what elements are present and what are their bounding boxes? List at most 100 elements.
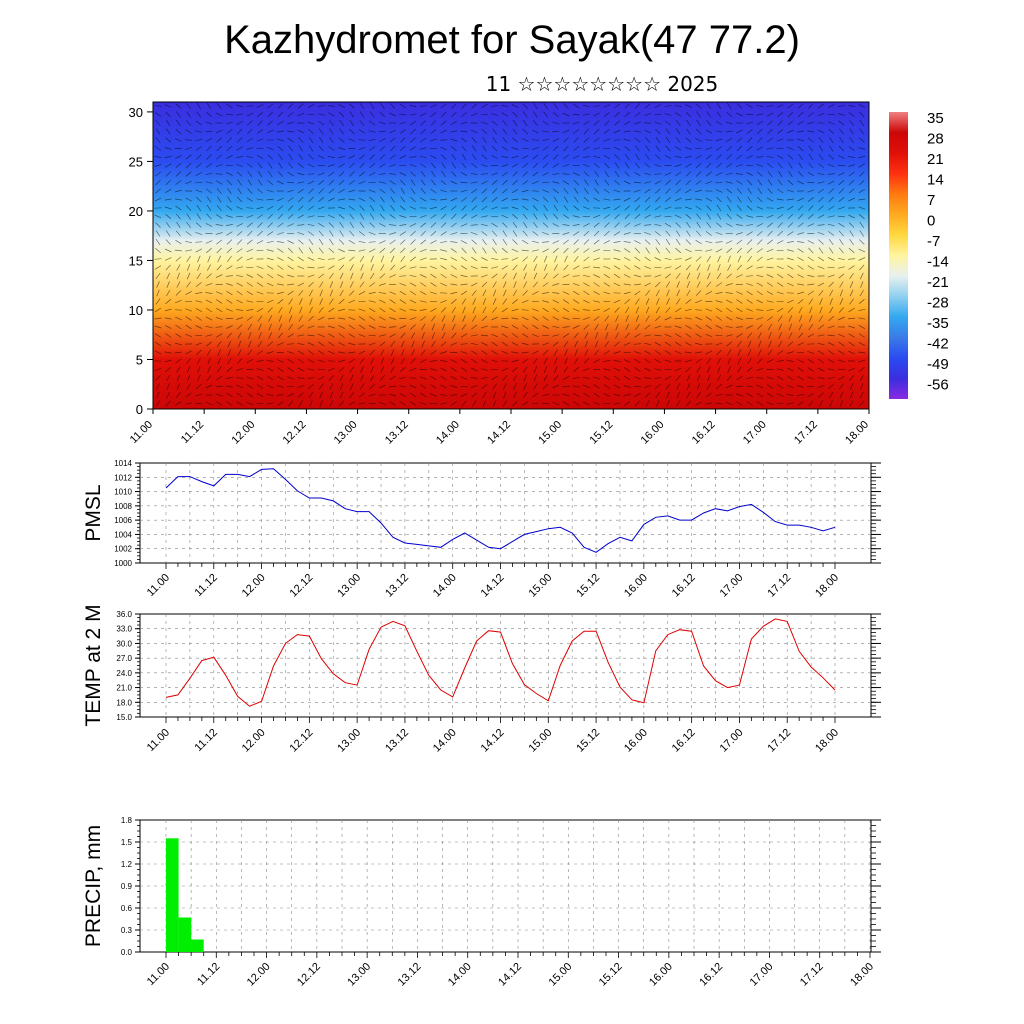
temp2m-xtick-label: 12.12 (288, 727, 316, 755)
precip-ytick-label: 0.6 (121, 904, 133, 913)
pmsl-ytick-label: 1006 (114, 516, 132, 525)
xsec-xtick-label: 14.12 (485, 419, 513, 447)
precip-ytick-label: 1.8 (121, 816, 133, 825)
pmsl-line (165, 468, 836, 553)
temperature-field (153, 102, 869, 409)
xsec-ytick-label: 20 (129, 204, 143, 219)
xsec-ytick-label: 5 (136, 352, 143, 367)
pmsl-xtick-label: 17.00 (718, 572, 746, 600)
colorbar-label: -35 (927, 315, 949, 332)
temp2m-ytick-label: 27.0 (116, 654, 132, 663)
pmsl-xtick-label: 11.12 (193, 572, 220, 599)
xsec-xtick-label: 16.00 (639, 419, 667, 447)
pmsl-xtick-label: 13.12 (383, 572, 411, 600)
xsec-ytick-label: 30 (129, 105, 143, 120)
precip-xtick-label: 14.12 (496, 961, 524, 989)
xsec-xtick-label: 11.00 (128, 419, 155, 446)
precip-ytick-label: 0.9 (121, 882, 133, 891)
colorbar-label: -7 (927, 233, 940, 250)
precip-xtick-label: 12.12 (295, 961, 323, 989)
chart-title: Kazhydromet for Sayak(47 77.2) (224, 18, 800, 62)
colorbar (889, 112, 908, 399)
precip-xtick-label: 17.00 (748, 961, 776, 989)
colorbar-label: -21 (927, 274, 949, 291)
pmsl-xtick-label: 18.00 (813, 572, 841, 600)
xsec-xtick-label: 17.12 (792, 419, 820, 447)
precip-xtick-label: 11.12 (195, 961, 222, 988)
temp2m-xtick-label: 13.00 (335, 727, 363, 755)
precip-xtick-label: 18.00 (848, 961, 876, 989)
chart-subtitle: 11 ☆☆☆☆☆☆☆☆ 2025 (485, 72, 719, 96)
temp2m-xtick-label: 11.12 (193, 727, 220, 754)
precip-bar (166, 838, 179, 952)
temp2m-ytick-label: 18.0 (116, 698, 132, 707)
xsec-xtick-label: 14.00 (434, 419, 462, 447)
xsec-ytick-label: 15 (129, 253, 143, 268)
xsec-xtick-label: 15.12 (587, 419, 615, 447)
temp2m-xtick-label: 15.12 (574, 727, 602, 755)
temp2m-ytick-label: 15.0 (116, 713, 132, 722)
pmsl-xtick-label: 16.12 (670, 572, 698, 600)
precip-xtick-label: 14.00 (446, 961, 474, 989)
pmsl-xtick-label: 12.12 (288, 572, 316, 600)
precip-ytick-label: 1.5 (121, 838, 133, 847)
pmsl-xtick-label: 15.12 (574, 572, 602, 600)
precip-ylabel: PRECIP, mm (82, 825, 105, 947)
precip-xtick-label: 11.00 (145, 961, 172, 988)
temp2m-xtick-label: 16.12 (670, 727, 698, 755)
pmsl-ytick-label: 1002 (114, 545, 132, 554)
temp2m-xtick-label: 17.00 (718, 727, 746, 755)
colorbar-label: 7 (927, 192, 935, 209)
xsec-xtick-label: 12.12 (281, 419, 309, 447)
precip-xtick-label: 17.12 (798, 961, 826, 989)
xsec-ytick-label: 25 (129, 154, 143, 169)
pmsl-ytick-label: 1004 (114, 530, 132, 539)
temp2m-xtick-label: 14.12 (479, 727, 507, 755)
pmsl-xtick-label: 14.00 (431, 572, 459, 600)
temp2m-xtick-label: 15.00 (526, 727, 554, 755)
precip-xtick-label: 13.12 (396, 961, 424, 989)
temp2m-xtick-label: 16.00 (622, 727, 650, 755)
colorbar-label: -56 (927, 377, 949, 394)
pmsl-ylabel: PMSL (82, 484, 105, 541)
colorbar-label: -28 (927, 295, 949, 312)
xsec-ytick-label: 0 (136, 402, 143, 417)
precip-ytick-label: 0.3 (121, 926, 133, 935)
colorbar-label: 28 (927, 131, 944, 148)
pmsl-xtick-label: 15.00 (526, 572, 554, 600)
colorbar-label: 21 (927, 151, 944, 168)
xsec-xtick-label: 18.00 (843, 419, 871, 447)
pmsl-ytick-label: 1012 (114, 473, 132, 482)
pmsl-xtick-label: 11.00 (145, 572, 172, 599)
precip-bar (178, 917, 192, 952)
pmsl-ytick-label: 1008 (114, 502, 132, 511)
temp2m-xtick-label: 12.00 (240, 727, 268, 755)
pmsl-ytick-label: 1000 (114, 559, 132, 568)
temp2m-ylabel: TEMP at 2 M (82, 604, 105, 726)
precip-xtick-label: 16.12 (697, 961, 725, 989)
precip-bar (191, 939, 204, 952)
pmsl-xtick-label: 16.00 (622, 572, 650, 600)
xsec-xtick-label: 13.12 (383, 419, 411, 447)
xsec-xtick-label: 12.00 (229, 419, 257, 447)
precip-ytick-label: 0.0 (121, 948, 133, 957)
wind-vectors (154, 102, 866, 407)
temp2m-xtick-label: 18.00 (813, 727, 841, 755)
temp2m-ytick-label: 33.0 (116, 625, 132, 634)
xsec-xtick-label: 15.00 (536, 419, 564, 447)
temp2m-ytick-label: 36.0 (116, 610, 132, 619)
temp2m-xtick-label: 11.00 (145, 727, 172, 754)
colorbar-label: 35 (927, 110, 944, 127)
xsec-xtick-label: 13.00 (332, 419, 360, 447)
precip-ytick-label: 1.2 (121, 860, 133, 869)
temp2m-ytick-label: 24.0 (116, 669, 132, 678)
temp2m-ytick-label: 30.0 (116, 639, 132, 648)
temp2m-xtick-label: 17.12 (765, 727, 793, 755)
colorbar-label: 0 (927, 213, 935, 230)
colorbar-label: -49 (927, 356, 949, 373)
pmsl-ytick-label: 1014 (114, 459, 132, 468)
precip-xtick-label: 12.00 (245, 961, 273, 989)
xsec-xtick-label: 11.12 (179, 419, 206, 446)
temp2m-xtick-label: 14.00 (431, 727, 459, 755)
precip-xtick-label: 15.00 (546, 961, 574, 989)
